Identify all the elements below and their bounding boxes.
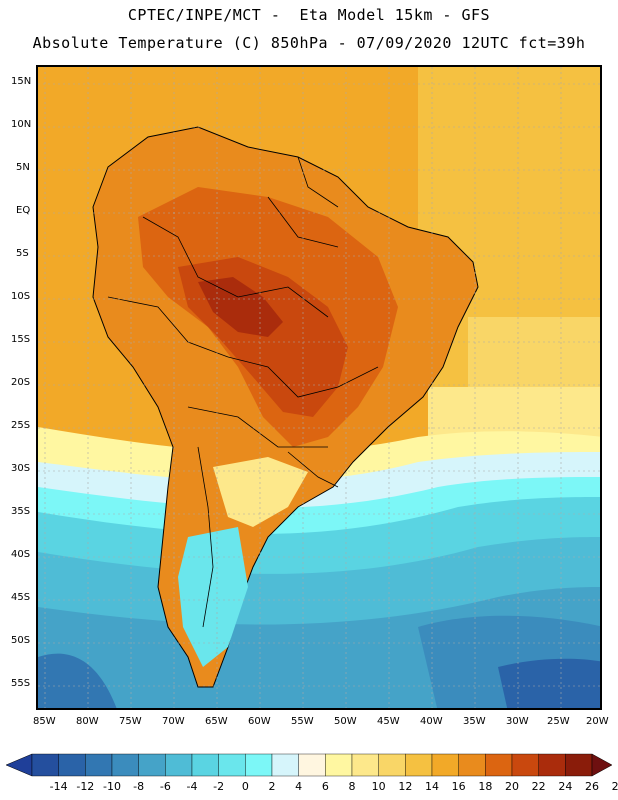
colorbar-swatch <box>458 753 486 777</box>
colorbar-swatch <box>378 753 406 777</box>
lon-label-25w: 25W <box>547 716 570 727</box>
map-canvas <box>38 67 600 708</box>
colorbar-tick-label: 12 <box>398 780 413 793</box>
colorbar-swatch <box>538 753 566 777</box>
colorbar-swatch <box>485 753 513 777</box>
lon-label-55w: 55W <box>291 716 314 727</box>
pampas-mild-region <box>213 457 308 527</box>
colorbar-swatch <box>165 753 193 777</box>
lat-label-15n: 15N <box>11 76 32 87</box>
colorbar-tick-label: 18 <box>478 780 493 793</box>
chart-title-line1: CPTEC/INPE/MCT - Eta Model 15km - GFS <box>127 6 491 24</box>
interior-hottest-region <box>198 277 283 337</box>
lat-label-55s: 55S <box>11 678 31 689</box>
lat-label-20s: 20S <box>11 377 31 388</box>
patagonia-cold-region <box>178 527 248 667</box>
colorbar-swatch <box>351 753 379 777</box>
lat-label-40s: 40S <box>11 549 31 560</box>
colorbar-swatch <box>31 753 59 777</box>
lon-label-70w: 70W <box>162 716 185 727</box>
colorbar-tick-label: 4 <box>295 780 303 793</box>
colorbar-tick-label: -4 <box>186 780 198 793</box>
colorbar-tick-label: -8 <box>133 780 145 793</box>
colorbar-tick-label: 16 <box>451 780 466 793</box>
colorbar-swatch <box>405 753 433 777</box>
colorbar-tick-label: 20 <box>505 780 519 793</box>
colorbar-swatch <box>271 753 299 777</box>
colorbar-swatch <box>85 753 113 777</box>
lat-label-10s: 10S <box>11 291 31 302</box>
lat-label-15s: 15S <box>11 334 31 345</box>
colorbar-tick-label: -6 <box>159 780 171 793</box>
lon-label-50w: 50W <box>334 716 357 727</box>
lon-label-20w: 20W <box>586 716 609 727</box>
colorbar-tick-label: 8 <box>348 780 356 793</box>
colorbar-tick-label: -2 <box>213 780 225 793</box>
lat-label-5n: 5N <box>16 162 30 173</box>
lat-label-eq: EQ <box>16 205 31 216</box>
colorbar-tick-label: -10 <box>103 780 121 793</box>
colorbar-swatch <box>218 753 246 777</box>
colorbar-tick-label: 2 <box>268 780 276 793</box>
lat-label-10n: 10N <box>11 119 32 130</box>
atlantic-mild-band <box>428 387 600 437</box>
temperature-map <box>36 65 602 710</box>
colorbar-left-arrow <box>5 753 33 777</box>
lon-label-85w: 85W <box>33 716 56 727</box>
colorbar-swatch <box>298 753 326 777</box>
colorbar-swatch <box>111 753 139 777</box>
lon-label-65w: 65W <box>205 716 228 727</box>
lon-label-80w: 80W <box>76 716 99 727</box>
colorbar-swatch <box>58 753 86 777</box>
lon-label-30w: 30W <box>506 716 529 727</box>
colorbar-swatch <box>245 753 273 777</box>
colorbar <box>5 753 613 777</box>
lon-label-35w: 35W <box>463 716 486 727</box>
colorbar-swatch <box>565 753 593 777</box>
graticule <box>38 67 600 708</box>
colorbar-tick-label: 24 <box>558 780 573 793</box>
chart-title-line2: Absolute Temperature (C) 850hPa - 07/09/… <box>32 34 586 52</box>
lat-label-45s: 45S <box>11 592 31 603</box>
lon-label-75w: 75W <box>119 716 142 727</box>
lat-label-50s: 50S <box>11 635 31 646</box>
lon-label-60w: 60W <box>248 716 271 727</box>
colorbar-swatch <box>511 753 539 777</box>
colorbar-tick-label: -12 <box>76 780 95 793</box>
lon-label-45w: 45W <box>377 716 400 727</box>
country-borders <box>107 156 379 628</box>
colorbar-tick-label: 28 <box>611 780 618 793</box>
colorbar-tick-label: 22 <box>531 780 546 793</box>
colorbar-swatch <box>191 753 219 777</box>
colorbar-swatch <box>138 753 166 777</box>
colorbar-right-arrow <box>591 753 613 777</box>
lat-label-35s: 35S <box>11 506 31 517</box>
pacific-cold-patch <box>38 653 117 708</box>
colorbar-tick-label: 10 <box>371 780 386 793</box>
colorbar-tick-label: -14 <box>49 780 68 793</box>
lat-label-25s: 25S <box>11 420 31 431</box>
colorbar-swatch <box>431 753 459 777</box>
lat-label-5s: 5S <box>16 248 29 259</box>
lon-label-40w: 40W <box>420 716 443 727</box>
colorbar-tick-label: 6 <box>321 780 329 793</box>
lat-label-30s: 30S <box>11 463 31 474</box>
cold-band-6 <box>498 658 600 708</box>
colorbar-tick-label: 26 <box>585 780 599 793</box>
colorbar-tick-label: 14 <box>425 780 439 793</box>
colorbar-tick-label: 0 <box>241 780 249 793</box>
colorbar-swatch <box>325 753 353 777</box>
